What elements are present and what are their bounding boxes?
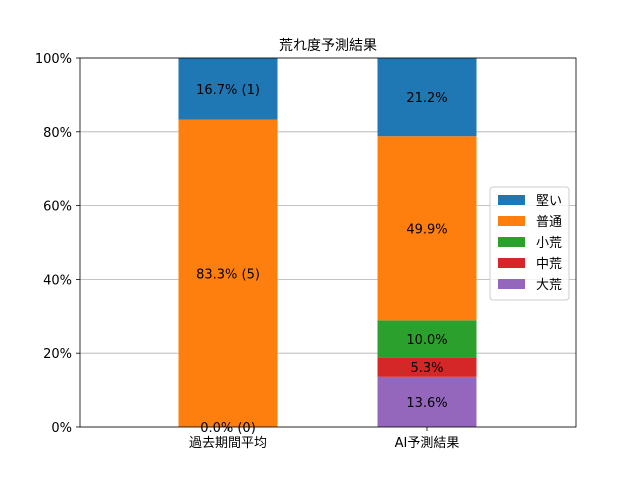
data-label: 13.6%: [406, 396, 447, 411]
legend-label: 普通: [536, 215, 562, 230]
data-label: 49.9%: [406, 222, 447, 237]
legend-swatch: [498, 258, 525, 268]
legend-label: 堅い: [536, 194, 562, 209]
data-label: 83.3% (5): [196, 267, 260, 282]
legend-label: 中荒: [536, 257, 562, 272]
y-tick-label: 80%: [43, 126, 72, 141]
data-label: 10.0%: [406, 333, 447, 348]
data-label: 16.7% (1): [196, 83, 260, 98]
bar-segment: [377, 320, 477, 358]
legend-box: [489, 186, 570, 301]
y-tick-label: 40%: [43, 273, 72, 288]
legend-label: 大荒: [536, 278, 562, 293]
data-label: 5.3%: [410, 361, 443, 376]
bar-segment: [178, 58, 278, 120]
y-tick-label: 0%: [51, 421, 72, 436]
data-labels: 0.0% (0)83.3% (5)16.7% (1)13.6%5.3%10.0%…: [196, 83, 448, 436]
x-axis-ticks: 過去期間平均 AI予測結果: [189, 427, 459, 451]
y-tick-label: 60%: [43, 200, 72, 215]
legend-label: 小荒: [536, 236, 562, 251]
bar-segment: [377, 58, 477, 137]
y-axis-ticks: 0% 20% 40% 60% 80% 100%: [35, 52, 80, 436]
axes-frame: [79, 57, 577, 428]
legend-swatch: [498, 279, 525, 289]
y-tick-label: 100%: [35, 52, 72, 67]
bar-segment: [377, 136, 477, 321]
x-tick-label: AI予測結果: [395, 436, 460, 451]
y-tick-label: 20%: [43, 347, 72, 362]
bars: [178, 58, 477, 428]
axes-border: [79, 57, 577, 428]
legend-swatch: [498, 216, 525, 226]
bar-segment: [178, 119, 278, 428]
x-tick-label: 過去期間平均: [189, 436, 267, 451]
bar-segment: [377, 357, 477, 377]
data-label: 21.2%: [406, 91, 447, 106]
legend-swatch: [498, 195, 525, 205]
bar-segment: [377, 376, 477, 427]
legend-swatch: [498, 237, 525, 247]
chart-title: 荒れ度予測結果: [279, 38, 377, 54]
